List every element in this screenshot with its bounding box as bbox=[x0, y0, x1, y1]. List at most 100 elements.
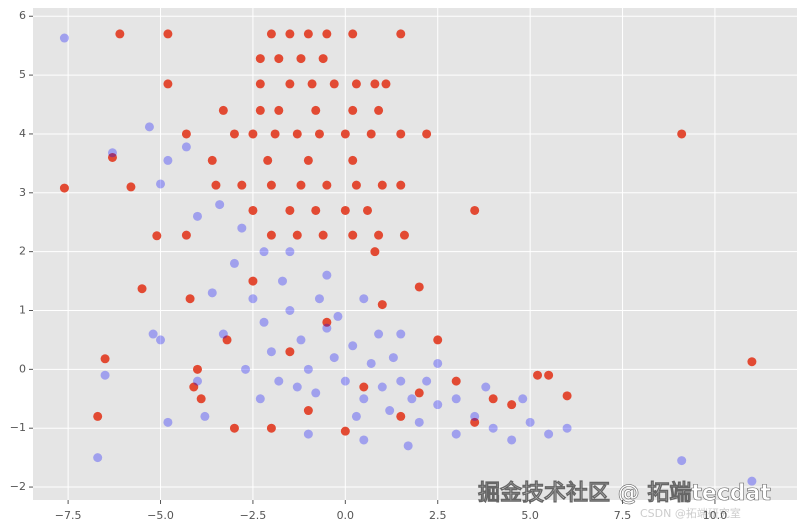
scatter-point bbox=[422, 376, 432, 386]
scatter-point bbox=[374, 230, 384, 240]
scatter-point bbox=[296, 180, 306, 190]
scatter-point bbox=[533, 370, 543, 380]
scatter-point bbox=[307, 79, 317, 89]
scatter-point bbox=[403, 441, 413, 451]
y-tick-label: 0 bbox=[19, 362, 26, 375]
scatter-point bbox=[211, 180, 221, 190]
scatter-point bbox=[185, 294, 195, 304]
scatter-point bbox=[218, 329, 228, 339]
scatter-point bbox=[229, 423, 239, 433]
scatter-point bbox=[322, 180, 332, 190]
scatter-point bbox=[340, 205, 350, 215]
scatter-point bbox=[292, 382, 302, 392]
scatter-point bbox=[270, 129, 280, 139]
scatter-point bbox=[259, 317, 269, 327]
scatter-point bbox=[677, 456, 687, 466]
scatter-point bbox=[259, 247, 269, 257]
scatter-point bbox=[470, 205, 480, 215]
scatter-point bbox=[303, 29, 313, 39]
x-tick-label: 5.0 bbox=[521, 509, 539, 522]
x-tick-label: 2.5 bbox=[429, 509, 447, 522]
scatter-point bbox=[152, 231, 162, 241]
scatter-point bbox=[285, 79, 295, 89]
scatter-point bbox=[192, 211, 202, 221]
scatter-point bbox=[396, 180, 406, 190]
scatter-point bbox=[340, 376, 350, 386]
scatter-point bbox=[451, 394, 461, 404]
y-tick-label: 4 bbox=[19, 127, 26, 140]
scatter-point bbox=[285, 305, 295, 315]
scatter-point bbox=[407, 394, 417, 404]
y-tick-label: −2 bbox=[10, 480, 26, 493]
scatter-point bbox=[747, 476, 757, 486]
scatter-point bbox=[196, 394, 206, 404]
watermark: 掘金技术社区 @ 拓端tecdat bbox=[478, 480, 771, 506]
scatter-point bbox=[322, 29, 332, 39]
watermark: CSDN @拓端研究室 bbox=[640, 506, 741, 520]
scatter-point bbox=[399, 230, 409, 240]
scatter-point bbox=[255, 79, 265, 89]
scatter-point bbox=[292, 129, 302, 139]
scatter-point bbox=[266, 230, 276, 240]
scatter-point bbox=[215, 200, 225, 210]
scatter-point bbox=[59, 183, 69, 193]
scatter-point bbox=[433, 358, 443, 368]
scatter-point bbox=[189, 382, 199, 392]
scatter-point bbox=[248, 129, 258, 139]
scatter-point bbox=[677, 129, 687, 139]
scatter-point bbox=[322, 270, 332, 280]
scatter-point bbox=[370, 79, 380, 89]
scatter-point bbox=[525, 417, 535, 427]
scatter-point bbox=[137, 284, 147, 294]
scatter-point bbox=[303, 429, 313, 439]
scatter-point bbox=[248, 276, 258, 286]
scatter-point bbox=[370, 247, 380, 257]
scatter-point bbox=[285, 29, 295, 39]
scatter-point bbox=[396, 129, 406, 139]
scatter-point bbox=[414, 417, 424, 427]
scatter-point bbox=[59, 33, 69, 43]
scatter-point bbox=[229, 129, 239, 139]
scatter-point bbox=[329, 353, 339, 363]
scatter-point bbox=[266, 423, 276, 433]
scatter-point bbox=[255, 105, 265, 115]
scatter-point bbox=[266, 180, 276, 190]
scatter-point bbox=[126, 182, 136, 192]
scatter-point bbox=[359, 394, 369, 404]
scatter-point bbox=[318, 54, 328, 64]
scatter-point bbox=[518, 394, 528, 404]
scatter-point bbox=[207, 155, 217, 165]
scatter-point bbox=[381, 79, 391, 89]
scatter-point bbox=[163, 417, 173, 427]
y-tick-label: 1 bbox=[19, 303, 26, 316]
scatter-point bbox=[359, 382, 369, 392]
scatter-point bbox=[311, 388, 321, 398]
scatter-point bbox=[351, 180, 361, 190]
scatter-point bbox=[374, 329, 384, 339]
scatter-point bbox=[93, 453, 103, 463]
scatter-point bbox=[433, 400, 443, 410]
scatter-point bbox=[488, 423, 498, 433]
scatter-point bbox=[311, 105, 321, 115]
scatter-point bbox=[348, 341, 358, 351]
scatter-point bbox=[100, 354, 110, 364]
scatter-point bbox=[181, 129, 191, 139]
scatter-point bbox=[451, 376, 461, 386]
scatter-point bbox=[388, 353, 398, 363]
y-tick-label: 3 bbox=[19, 186, 26, 199]
scatter-point bbox=[255, 54, 265, 64]
scatter-point bbox=[562, 391, 572, 401]
x-tick-label: 0.0 bbox=[337, 509, 355, 522]
scatter-point bbox=[181, 142, 191, 152]
scatter-point bbox=[488, 394, 498, 404]
scatter-point bbox=[544, 370, 554, 380]
scatter-point bbox=[374, 105, 384, 115]
scatter-point bbox=[237, 223, 247, 233]
scatter-point bbox=[314, 129, 324, 139]
scatter-point bbox=[562, 423, 572, 433]
scatter-point bbox=[266, 347, 276, 357]
scatter-point bbox=[156, 335, 166, 345]
scatter-point bbox=[351, 411, 361, 421]
y-tick-label: 6 bbox=[19, 9, 26, 22]
